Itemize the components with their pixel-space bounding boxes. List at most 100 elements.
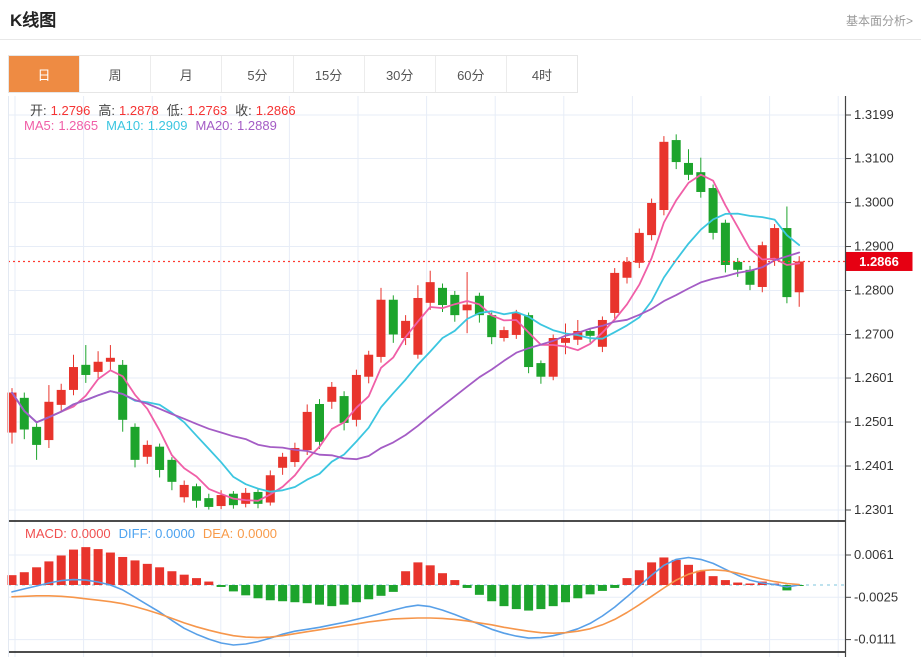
readout-label: 低: bbox=[166, 103, 184, 118]
readout-label: DIFF: bbox=[118, 526, 152, 541]
macd-bar bbox=[118, 556, 128, 585]
readout-value: 1.2866 bbox=[255, 103, 296, 118]
macd-bar bbox=[634, 570, 644, 585]
ma-readout: MA5: 1.2865 MA10: 1.2909 MA20: 1.2889 bbox=[24, 118, 285, 133]
candle-body bbox=[315, 403, 324, 442]
price-axis-label: 1.2601 bbox=[854, 370, 894, 385]
ma-row-item: MA5: 1.2865 bbox=[24, 118, 102, 133]
candle-body bbox=[155, 446, 165, 470]
candle-body bbox=[487, 315, 497, 338]
candle-body bbox=[585, 330, 595, 336]
tab-月[interactable]: 月 bbox=[151, 56, 223, 92]
macd-bar bbox=[192, 578, 201, 585]
candle-body bbox=[671, 140, 681, 163]
macd-bar bbox=[142, 563, 152, 585]
readout-label: MA5: bbox=[24, 118, 55, 133]
tab-5分[interactable]: 5分 bbox=[222, 56, 294, 92]
macd-bar bbox=[561, 585, 570, 603]
macd-bar bbox=[44, 561, 54, 585]
macd-bar bbox=[585, 585, 595, 595]
readout-label: MA10: bbox=[106, 118, 144, 133]
candle-body bbox=[401, 320, 411, 339]
tab-日[interactable]: 日 bbox=[9, 56, 81, 92]
candle-body bbox=[216, 495, 226, 507]
candle-body bbox=[241, 492, 251, 504]
readout-value: 0.0000 bbox=[70, 526, 111, 541]
candle-body bbox=[782, 228, 792, 298]
tab-4时[interactable]: 4时 bbox=[506, 56, 577, 92]
candle-body bbox=[278, 456, 288, 468]
fundamental-analysis-link[interactable]: 基本面分析> bbox=[845, 14, 913, 28]
candle-body bbox=[179, 484, 189, 498]
macd-row-item: DIFF: 0.0000 bbox=[119, 526, 199, 541]
candle-body bbox=[327, 386, 337, 402]
macd-bar bbox=[438, 573, 447, 585]
candle-body bbox=[118, 364, 128, 420]
candle-body bbox=[93, 361, 103, 372]
candle-body bbox=[204, 498, 214, 507]
readout-value: 1.2878 bbox=[119, 103, 159, 118]
candle-body bbox=[659, 141, 669, 211]
price-axis-label: 1.2800 bbox=[854, 283, 894, 298]
macd-bar bbox=[351, 585, 361, 603]
macd-bar bbox=[167, 571, 177, 585]
candle-body bbox=[105, 357, 115, 362]
candle-body bbox=[19, 397, 29, 430]
macd-bar bbox=[413, 562, 423, 585]
candle-body bbox=[44, 401, 54, 441]
chart-area: 1.3199 1.3100 1.3000 1.2900 1.2800 1.2700 1.26… bbox=[0, 96, 921, 658]
candle-body bbox=[524, 315, 534, 368]
candle-body bbox=[708, 188, 718, 233]
macd-bar bbox=[364, 585, 374, 600]
price-axis-label: 1.3100 bbox=[854, 151, 894, 166]
macd-readout: MACD: 0.0000 DIFF: 0.0000 DEA: 0.0000 bbox=[25, 526, 285, 541]
candle-body bbox=[536, 363, 546, 377]
macd-axis-label: -0.0111 bbox=[854, 632, 896, 647]
macd-bar bbox=[204, 581, 214, 585]
tab-60分[interactable]: 60分 bbox=[435, 56, 507, 92]
candle-body bbox=[130, 426, 140, 460]
price-axis-label: 1.2301 bbox=[854, 502, 894, 517]
macd-bar bbox=[56, 555, 66, 585]
macd-bar bbox=[216, 585, 226, 587]
ohlc-row-item: 收: 1.2866 bbox=[235, 103, 299, 118]
readout-label: MACD: bbox=[25, 526, 67, 541]
macd-bar bbox=[610, 585, 620, 588]
macd-bar bbox=[228, 585, 238, 592]
candle-body bbox=[192, 486, 201, 501]
candle-body bbox=[142, 444, 152, 457]
macd-bar bbox=[376, 585, 386, 596]
macd-row-item: DEA: 0.0000 bbox=[203, 526, 281, 541]
macd-bar bbox=[302, 585, 312, 604]
price-axis-label: 1.3199 bbox=[854, 107, 894, 122]
candle-body bbox=[720, 222, 730, 265]
macd-bar bbox=[7, 575, 17, 585]
candle-body bbox=[339, 396, 349, 423]
candle-body bbox=[167, 459, 177, 482]
candle-body bbox=[684, 162, 693, 175]
macd-bar bbox=[548, 585, 558, 607]
kline-chart-canvas[interactable]: 1.3199 1.3100 1.3000 1.2900 1.2800 1.2700 1.26… bbox=[0, 96, 921, 658]
candle-body bbox=[622, 261, 632, 278]
tab-30分[interactable]: 30分 bbox=[364, 56, 436, 92]
page-title: K线图 bbox=[10, 11, 57, 30]
tab-周[interactable]: 周 bbox=[80, 56, 152, 92]
candle-body bbox=[794, 261, 804, 293]
candle-body bbox=[388, 299, 398, 335]
candle-body bbox=[745, 269, 755, 285]
candle-body bbox=[302, 411, 312, 451]
macd-bar bbox=[81, 547, 91, 585]
candle-body bbox=[425, 282, 435, 303]
candle-body bbox=[610, 272, 620, 313]
macd-bar bbox=[622, 578, 632, 585]
candle-body bbox=[561, 338, 570, 343]
macd-bar bbox=[647, 562, 657, 585]
readout-value: 1.2909 bbox=[147, 118, 188, 133]
tab-15分[interactable]: 15分 bbox=[293, 56, 365, 92]
candle-body bbox=[413, 297, 423, 355]
macd-bar bbox=[32, 567, 42, 585]
ma-row-item: MA20: 1.2889 bbox=[195, 118, 280, 133]
diff-line bbox=[11, 556, 801, 646]
macd-bar bbox=[241, 585, 251, 596]
readout-value: 0.0000 bbox=[155, 526, 195, 541]
